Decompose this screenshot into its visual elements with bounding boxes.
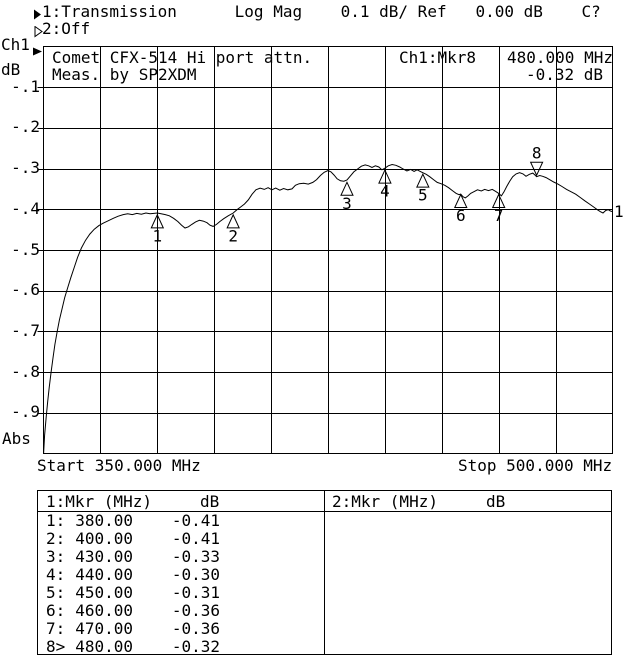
trace-number-label: 1 xyxy=(614,202,624,221)
y-axis-tick-label: -.1 xyxy=(11,77,40,96)
y-axis-tick-label: -.7 xyxy=(11,321,40,340)
marker-index: 7: xyxy=(46,619,66,638)
graph-title-line2: Meas. by SP2XDM xyxy=(52,65,197,84)
y-axis-tick-label: -.5 xyxy=(11,240,40,259)
channel-2-status-line: 2:Off xyxy=(42,19,91,38)
channel-2-inactive-arrow-icon xyxy=(34,24,43,41)
marker-index: 6: xyxy=(46,601,66,620)
marker-frequency: 460.00 xyxy=(75,601,133,620)
y-axis-tick-label: -.4 xyxy=(11,199,40,218)
stop-frequency-label: Stop 500.000 MHz xyxy=(458,456,613,475)
marker-7-label: 7 xyxy=(494,206,504,225)
marker-index: 5: xyxy=(46,583,66,602)
trace-line xyxy=(43,163,613,454)
marker-3-label: 3 xyxy=(342,194,352,213)
marker-1-label: 1 xyxy=(152,226,162,245)
graph-title-line1: Comet CFX-514 Hi port attn. xyxy=(52,48,313,67)
marker-5-label: 5 xyxy=(418,186,428,205)
marker-table-row: 8> 480.00 -0.32 xyxy=(46,638,220,656)
channel-label: Ch1 xyxy=(1,35,30,54)
y-axis-tick-label: -.9 xyxy=(11,402,40,421)
marker-frequency: 430.00 xyxy=(75,547,133,566)
marker-1-triangle-icon xyxy=(150,213,165,229)
marker-readout-level: -0.32 dB xyxy=(526,65,604,84)
marker-level: -0.33 xyxy=(171,547,220,566)
marker-table-row: 5: 450.00 -0.31 xyxy=(46,584,220,602)
marker-level: -0.31 xyxy=(171,583,220,602)
marker-table-right-unit: dB xyxy=(486,492,506,511)
marker-table-right-title: 2:Mkr (MHz) xyxy=(332,492,438,511)
marker-5-triangle-icon xyxy=(416,172,430,188)
marker-4-label: 4 xyxy=(380,182,390,201)
marker-index: 2: xyxy=(46,529,66,548)
marker-table-row: 1: 380.00 -0.41 xyxy=(46,512,220,530)
marker-table-row: 6: 460.00 -0.36 xyxy=(46,602,220,620)
marker-6-label: 6 xyxy=(456,206,466,225)
marker-level: -0.41 xyxy=(171,511,220,530)
marker-table-row: 3: 430.00 -0.33 xyxy=(46,548,220,566)
marker-frequency: 480.00 xyxy=(75,637,133,656)
marker-level: -0.30 xyxy=(171,565,220,584)
marker-index: 3: xyxy=(46,547,66,566)
channel-1-active-arrow-icon xyxy=(33,7,42,24)
marker-2-label: 2 xyxy=(228,226,238,245)
marker-table: 1:Mkr (MHz) dB 1: 380.00 -0.41 2: 400.00 -0.41… xyxy=(37,490,612,656)
marker-table-right-header: 2:Mkr (MHz) dB xyxy=(332,492,505,511)
marker-index: 8> xyxy=(46,637,66,656)
marker-table-left-unit: dB xyxy=(200,492,220,511)
marker-frequency: 400.00 xyxy=(75,529,133,548)
marker-table-left-rows: 1: 380.00 -0.41 2: 400.00 -0.41 3: 430.00 -0.33 4… xyxy=(46,512,220,656)
marker-7-triangle-icon xyxy=(491,193,506,209)
marker-frequency: 470.00 xyxy=(75,619,133,638)
marker-readout-frequency: 480.000 MHz xyxy=(507,48,613,67)
marker-8-label: 8 xyxy=(532,144,542,163)
marker-frequency: 440.00 xyxy=(75,565,133,584)
marker-level: -0.32 xyxy=(171,637,220,656)
marker-index: 1: xyxy=(46,511,66,530)
marker-6-triangle-icon xyxy=(453,193,468,209)
marker-table-divider xyxy=(324,491,325,654)
y-axis-tick-label: -.8 xyxy=(11,362,40,381)
marker-4-triangle-icon xyxy=(378,168,392,184)
reference-level-marker-icon xyxy=(33,43,43,60)
y-axis-tick-label: -.3 xyxy=(11,158,40,177)
marker-readout-channel: Ch1:Mkr8 xyxy=(399,48,477,67)
marker-table-row: 2: 400.00 -0.41 xyxy=(46,530,220,548)
marker-2-triangle-icon xyxy=(226,213,240,229)
channel-1-status-line: 1:Transmission Log Mag 0.1 dB/ Ref 0.00 … xyxy=(42,2,601,21)
marker-table-header-rule xyxy=(38,511,611,512)
y-axis-unit-label: dB xyxy=(1,60,21,79)
marker-level: -0.36 xyxy=(171,619,220,638)
marker-table-left-header: 1:Mkr (MHz) dB xyxy=(46,492,219,511)
marker-frequency: 380.00 xyxy=(75,511,133,530)
marker-table-left-title: 1:Mkr (MHz) xyxy=(46,492,152,511)
abs-mode-label: Abs xyxy=(2,429,31,448)
start-frequency-label: Start 350.000 MHz xyxy=(37,456,201,475)
marker-8-triangle-icon xyxy=(529,161,544,177)
marker-index: 4: xyxy=(46,565,66,584)
marker-frequency: 450.00 xyxy=(75,583,133,602)
y-axis-tick-label: -.2 xyxy=(11,117,40,136)
marker-level: -0.41 xyxy=(171,529,220,548)
y-axis-tick-label: -.6 xyxy=(11,280,40,299)
marker-level: -0.36 xyxy=(171,601,220,620)
marker-3-triangle-icon xyxy=(340,181,354,196)
measurement-graph: 1 2 3 4 5 6 7 8 xyxy=(37,46,613,454)
marker-table-row: 7: 470.00 -0.36 xyxy=(46,620,220,638)
marker-table-row: 4: 440.00 -0.30 xyxy=(46,566,220,584)
